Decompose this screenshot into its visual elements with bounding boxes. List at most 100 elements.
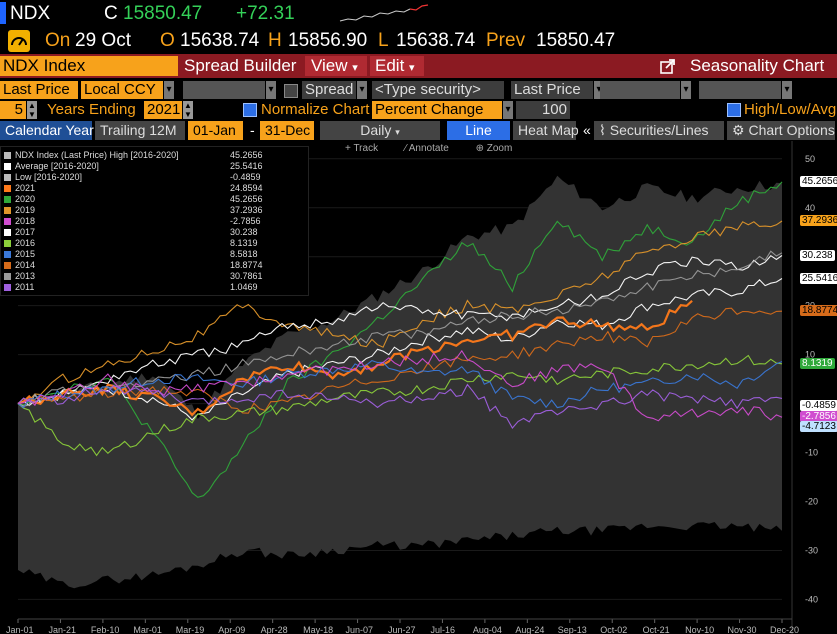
chevron-down-icon[interactable]: ▾	[782, 81, 792, 99]
export-icon[interactable]	[660, 59, 676, 74]
collapse-icon[interactable]: «	[583, 122, 591, 138]
last-value-tag: 30.238	[800, 249, 835, 261]
legend-entry[interactable]: Average [2016-2020] 25.5416	[4, 161, 304, 171]
chevron-down-icon[interactable]: ▾	[357, 81, 367, 99]
legend-label: 2020	[15, 194, 36, 204]
securities-lines-button[interactable]: ⌇ Securities/Lines	[594, 121, 724, 140]
legend-value: -0.4859	[230, 172, 261, 182]
close-price: 15850.47	[123, 3, 203, 24]
low-prefix: L	[378, 30, 389, 51]
mode-selector[interactable]: Percent Change	[372, 101, 502, 119]
chevron-down-icon[interactable]: ▾	[266, 81, 276, 99]
legend-value: 18.8774	[230, 260, 263, 270]
year-stepper[interactable]: ▲ ▼	[183, 101, 193, 119]
series-line-2015	[17, 359, 783, 409]
field-selector[interactable]: Last Price	[0, 81, 78, 99]
legend-entry[interactable]: 2017 30.238	[4, 227, 304, 237]
edit-menu[interactable]: Edit ▾	[370, 56, 424, 76]
y-tick-label: -30	[805, 545, 818, 555]
years-stepper[interactable]: ▲ ▼	[27, 101, 37, 119]
legend-entry[interactable]: 2018 -2.7856	[4, 216, 304, 226]
start-date-field[interactable]: 01-Jan	[188, 121, 243, 140]
legend-swatch	[4, 229, 11, 237]
end-date-field[interactable]: 31-Dec	[260, 121, 314, 140]
prev-label: Prev	[486, 30, 526, 51]
spread-selector[interactable]: Spread	[302, 81, 356, 99]
legend-entry[interactable]: Low [2016-2020] -0.4859	[4, 172, 304, 182]
legend-swatch	[4, 218, 11, 226]
legend-value: 37.2936	[230, 205, 263, 215]
high-prefix: H	[268, 30, 282, 51]
legend-entry[interactable]: 2019 37.2936	[4, 205, 304, 215]
last-value-tag: -4.7123	[800, 420, 837, 432]
gauge-icon[interactable]	[8, 30, 30, 52]
blank-selector[interactable]	[183, 81, 265, 99]
y-tick-label: -10	[805, 448, 818, 458]
zoom-label: Zoom	[486, 143, 513, 154]
blank-selector-2[interactable]	[600, 81, 680, 99]
x-tick-label: Aug-24	[515, 625, 544, 634]
high-low-avg-label: High/Low/Avg	[744, 101, 837, 118]
spread-builder-menu[interactable]: Spread Builder	[184, 56, 297, 75]
end-year-field[interactable]: 2021	[144, 101, 182, 119]
tab-heat-map[interactable]: Heat Map	[513, 121, 579, 140]
prev-price: 15850.47	[536, 30, 616, 51]
frequency-label: Daily	[360, 122, 392, 138]
track-label: Track	[353, 143, 379, 154]
tab-line[interactable]: Line	[447, 121, 510, 140]
security-input[interactable]: <Type security>	[372, 81, 504, 99]
legend-value: 24.8594	[230, 183, 263, 193]
legend-entry[interactable]: 2014 18.8774	[4, 260, 304, 270]
legend-entry[interactable]: 2021 24.8594	[4, 183, 304, 193]
legend-label: 2019	[15, 205, 36, 215]
normalize-checkbox[interactable]	[243, 103, 257, 117]
x-tick-label: Mar-19	[176, 625, 205, 634]
x-tick-label: Aug-04	[473, 625, 502, 634]
chevron-down-icon[interactable]: ▾	[503, 101, 513, 119]
legend-entry[interactable]: 2011 1.0469	[4, 282, 304, 292]
chevron-down-icon: ▾	[409, 62, 415, 74]
legend-entry[interactable]: 2016 8.1319	[4, 238, 304, 248]
annotate-tool[interactable]: ⁄ Annotate	[404, 143, 449, 154]
spread-checkbox[interactable]	[284, 84, 298, 98]
chart-options-button[interactable]: ⚙ Chart Options	[727, 121, 835, 140]
chevron-down-icon[interactable]: ▾	[594, 81, 604, 99]
legend-swatch	[4, 196, 11, 204]
legend-entry[interactable]: NDX Index (Last Price) High [2016-2020] 4…	[4, 150, 304, 160]
y-tick-label: 10	[805, 350, 815, 360]
tab-calendar-year[interactable]: Calendar Year	[0, 121, 94, 140]
high-low-avg-checkbox[interactable]	[727, 103, 741, 117]
high-low-band	[18, 175, 782, 589]
last-value-tag: -0.4859	[800, 399, 837, 411]
chevron-down-icon[interactable]: ▾	[681, 81, 691, 99]
legend-entry[interactable]: 2015 8.5818	[4, 249, 304, 259]
legend-swatch	[4, 163, 11, 171]
base-value-field[interactable]: 100	[516, 101, 570, 119]
blank-selector-3[interactable]	[699, 81, 781, 99]
chart-options-label: Chart Options	[748, 122, 835, 138]
normalize-label: Normalize Chart	[261, 101, 370, 118]
currency-selector[interactable]: Local CCY	[81, 81, 163, 99]
series-line-2013	[17, 250, 783, 407]
view-menu[interactable]: View ▾	[305, 56, 367, 76]
second-field-selector[interactable]: Last Price	[511, 81, 593, 99]
y-tick-label: -40	[805, 594, 818, 604]
tab-trailing-12m[interactable]: Trailing 12M	[95, 121, 185, 140]
x-tick-label: Apr-28	[261, 625, 288, 634]
legend-entry[interactable]: 2013 30.7861	[4, 271, 304, 281]
low-price: 15638.74	[396, 30, 476, 51]
years-count[interactable]: 5	[0, 101, 26, 119]
legend-entry[interactable]: 2020 45.2656	[4, 194, 304, 204]
open-prefix: O	[160, 30, 175, 51]
zoom-tool[interactable]: ⊕ Zoom	[475, 143, 513, 154]
security-field[interactable]: NDX Index	[0, 56, 178, 76]
frequency-selector[interactable]: Daily ▾	[320, 121, 440, 140]
track-tool[interactable]: + Track	[345, 143, 379, 154]
legend-value: 45.2656	[230, 150, 263, 160]
legend-swatch	[4, 273, 11, 281]
chevron-down-icon[interactable]: ▾	[164, 81, 174, 99]
range-tabs-row: Calendar Year Trailing 12M 01-Jan - 31-D…	[0, 121, 837, 141]
last-value-tag: 8.1319	[800, 357, 835, 369]
legend-value: 1.0469	[230, 282, 258, 292]
securities-lines-label: Securities/Lines	[609, 122, 709, 138]
